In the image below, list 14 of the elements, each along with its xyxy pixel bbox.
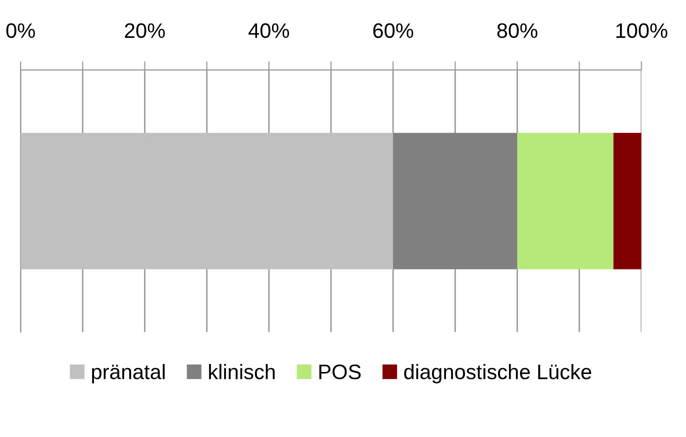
x-tick-label: 80% bbox=[497, 23, 538, 38]
x-tick-label: 0% bbox=[6, 23, 35, 38]
legend-label: diagnostische Lücke bbox=[404, 364, 592, 384]
bar bbox=[613, 132, 642, 270]
bar bbox=[517, 132, 614, 270]
legend-label: klinisch bbox=[209, 364, 275, 380]
bar bbox=[393, 132, 518, 270]
legend-label: pränatal bbox=[92, 364, 165, 384]
x-tick-label: 20% bbox=[124, 23, 165, 38]
x-tick-label: 60% bbox=[373, 23, 414, 38]
x-tick-label: 100% bbox=[616, 23, 668, 38]
bar bbox=[20, 132, 394, 270]
x-tick-label: 40% bbox=[248, 23, 290, 38]
legend-label: POS bbox=[319, 364, 361, 380]
